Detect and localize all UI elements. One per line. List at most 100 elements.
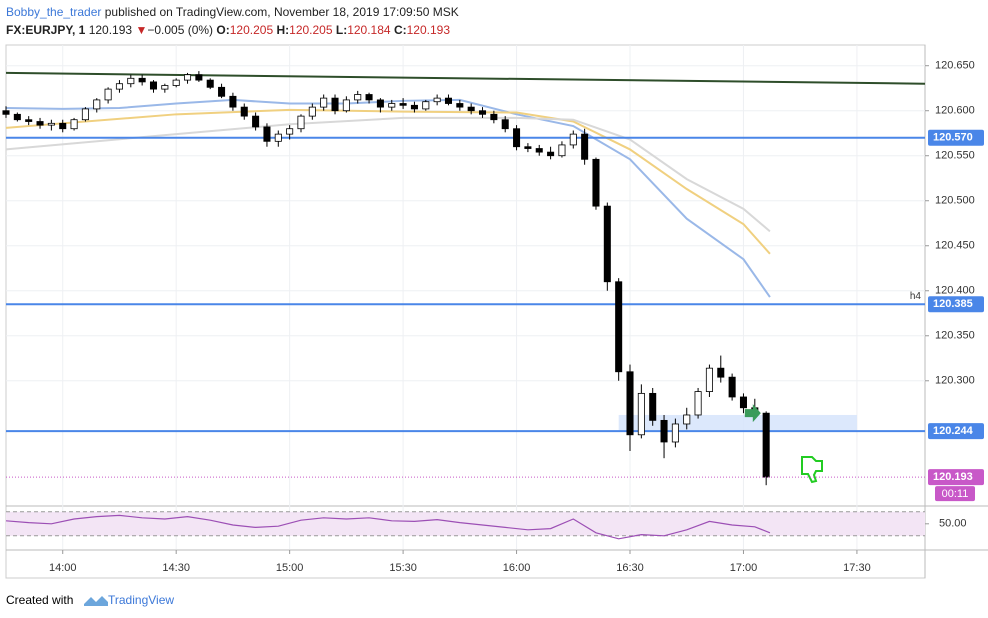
y-tick-label: 50.00	[939, 518, 967, 530]
countdown: 00:11	[942, 488, 969, 500]
footer-brand[interactable]: TradingView	[108, 593, 174, 607]
high: 120.205	[289, 23, 333, 37]
low: 120.184	[347, 23, 391, 37]
arrow: ▼	[135, 23, 148, 37]
candle-body	[547, 151, 555, 157]
candle-body	[354, 94, 362, 101]
signal-arrow	[744, 404, 761, 423]
candle-body	[342, 99, 350, 112]
candle-body	[172, 79, 180, 86]
candle-body	[252, 115, 260, 128]
candle-body	[320, 97, 328, 108]
y-tick-label: 120.450	[935, 240, 975, 252]
candle-body	[444, 97, 453, 104]
published: published on TradingView.com, November 1…	[104, 5, 459, 19]
candle-body	[490, 113, 498, 121]
candle-body	[660, 419, 668, 443]
moving-average	[5, 108, 771, 255]
candle-body	[93, 99, 101, 110]
y-tick-label: 120.300	[935, 375, 975, 387]
candle-body	[263, 126, 271, 142]
candle-body	[138, 77, 146, 83]
plot-layer	[2, 45, 926, 549]
l-label: L:	[335, 23, 348, 37]
candle-body	[274, 133, 282, 142]
candle-body	[694, 391, 702, 416]
y-tick-label: 120.400	[935, 285, 975, 297]
candle-body	[184, 74, 192, 81]
y-tick-label: 120.550	[935, 150, 975, 162]
price-line-label: 120.570	[933, 132, 973, 144]
candle-body	[683, 414, 691, 425]
candle-body	[206, 79, 214, 88]
candle-body	[399, 103, 407, 106]
x-tick-label: 16:00	[503, 562, 531, 574]
footer-logo	[84, 596, 108, 606]
candle-body	[762, 412, 770, 478]
candle-body	[581, 133, 589, 160]
candle-body	[717, 367, 725, 378]
x-tick-label: 15:00	[276, 562, 304, 574]
c-label: C:	[393, 23, 407, 37]
symbol: FX:EURJPY, 1	[6, 23, 86, 37]
candle-body	[615, 281, 623, 373]
open: 120.205	[229, 23, 274, 37]
candle-body	[240, 106, 248, 117]
candle-body	[422, 101, 430, 110]
candle-body	[218, 86, 226, 97]
candle-body	[376, 99, 384, 108]
candle-body	[195, 74, 203, 81]
change: −0.005 (0%)	[147, 23, 214, 37]
author[interactable]: Bobby_the_trader	[6, 5, 102, 19]
annotation: h4	[910, 291, 922, 302]
candle-body	[603, 205, 611, 283]
countdown-box	[935, 486, 975, 502]
candle-body	[59, 122, 67, 130]
x-tick-label: 15:30	[389, 562, 417, 574]
candle-body	[467, 106, 475, 112]
header-line: Bobby_the_trader published on TradingVie…	[6, 5, 459, 19]
price-line-box	[928, 296, 984, 313]
candle-body	[104, 88, 112, 101]
candle-body	[410, 104, 418, 110]
candle-body	[524, 146, 532, 149]
y-tick-label: 120.500	[935, 195, 975, 207]
candle-body	[592, 158, 600, 207]
trend-line	[5, 71, 926, 85]
y-tick-label: 120.600	[935, 105, 975, 117]
frame	[5, 44, 926, 579]
symbol-line: FX:EURJPY, 1 120.193 ▼−0.005 (0%) O:120.…	[6, 23, 450, 37]
candle-body	[2, 110, 10, 115]
moving-average	[5, 98, 771, 298]
candle-body	[127, 77, 135, 85]
x-tick-label: 14:00	[49, 562, 77, 574]
candle-body	[626, 371, 634, 436]
footer-created: Created with	[6, 593, 73, 607]
last-price-label: 120.193	[933, 471, 973, 483]
candle-body	[705, 367, 713, 392]
close: 120.193	[406, 23, 450, 37]
price: 120.193	[88, 23, 133, 37]
candle-body	[728, 376, 736, 398]
candle-body	[478, 110, 487, 115]
h-label: H:	[276, 23, 290, 37]
candle-body	[739, 396, 747, 409]
last-price-box	[928, 469, 984, 486]
price-line-label: 120.385	[933, 298, 973, 310]
x-tick-label: 17:30	[843, 562, 871, 574]
candle-body	[25, 119, 33, 122]
price-line-box	[928, 129, 984, 146]
price-line-label: 120.244	[933, 425, 974, 437]
candle-body	[637, 392, 645, 436]
candle-body	[365, 94, 373, 101]
candle-body	[13, 113, 21, 121]
candle-body	[36, 121, 44, 126]
o-label: O:	[216, 23, 230, 37]
candle-body	[535, 148, 543, 153]
rsi-line	[5, 514, 771, 540]
candle-body	[501, 119, 509, 130]
price-line-box	[928, 423, 984, 440]
x-tick-label: 17:00	[730, 562, 758, 574]
